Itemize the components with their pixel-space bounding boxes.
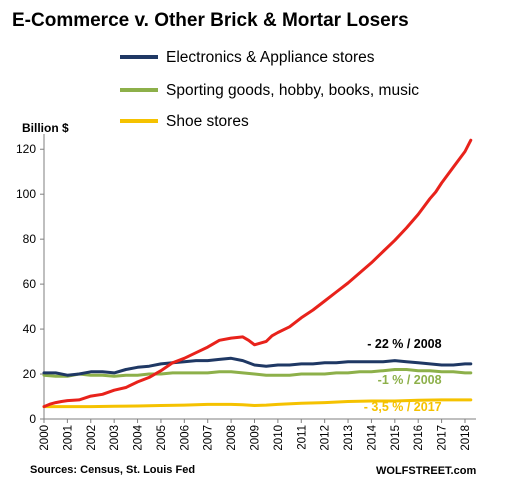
x-tick-label: 2008: [226, 425, 238, 451]
legend-label-electronics: Electronics & Appliance stores: [166, 49, 375, 66]
series-line-ecommerce: [42, 138, 473, 409]
x-tick-label: 2014: [366, 424, 378, 450]
x-tick-label: 2016: [413, 425, 425, 451]
x-tick-label: 2018: [460, 425, 472, 451]
y-tick-label: 0: [29, 412, 36, 426]
y-tick-label: 60: [23, 277, 37, 291]
x-tick-label: 2006: [179, 425, 191, 451]
annotation-layer: - 22 % / 2008 -1 % / 2008 - 3,5 % / 2017: [364, 337, 442, 414]
x-tick-label: 2017: [437, 425, 449, 451]
annotation-label: -1 % / 2008: [378, 373, 442, 387]
x-tick-label: 2000: [39, 425, 51, 451]
chart-title: E-Commerce v. Other Brick & Mortar Loser…: [12, 10, 409, 31]
y-tick-label: 120: [16, 142, 36, 156]
x-tick-label: 2007: [203, 425, 215, 451]
x-tick-label: 2013: [343, 425, 355, 451]
legend: Electronics & Appliance stores Sporting …: [120, 49, 419, 130]
y-axis-unit-label: Billion $: [22, 121, 69, 135]
x-tick-label: 2010: [273, 425, 285, 451]
y-tick-label: 100: [16, 187, 36, 201]
y-tick-label: 80: [23, 232, 37, 246]
x-tick-label: 2012: [320, 425, 332, 451]
y-tick-label: 40: [23, 322, 37, 336]
x-tick-label: 2015: [390, 425, 402, 451]
series-line-sporting: [42, 368, 473, 378]
x-tick-label: 2011: [296, 425, 308, 450]
x-tick-label: 2003: [109, 425, 121, 451]
series-line-shoe: [42, 398, 473, 409]
source-note: Sources: Census, St. Louis Fed: [30, 464, 195, 476]
x-tick-label: 2009: [249, 425, 261, 451]
y-tick-label: 20: [23, 367, 37, 381]
annotation-label: - 3,5 % / 2017: [364, 400, 442, 414]
x-tick-label: 2004: [133, 424, 145, 450]
x-tick-label: 2001: [62, 425, 74, 451]
annotation-label: - 22 % / 2008: [367, 337, 441, 351]
legend-label-shoe: Shoe stores: [166, 113, 249, 130]
x-tick-label: 2002: [86, 425, 98, 451]
series-layer: [42, 138, 473, 409]
brand-label: WOLFSTREET.com: [376, 465, 476, 477]
series-line-electronics: [42, 356, 473, 377]
axes: 0 20 40 60 80 100 120 2000 2001 2002 2003 2004 2005 2…: [16, 134, 476, 451]
legend-label-sporting: Sporting goods, hobby, books, music: [166, 82, 419, 99]
x-tick-label: 2005: [156, 425, 168, 451]
